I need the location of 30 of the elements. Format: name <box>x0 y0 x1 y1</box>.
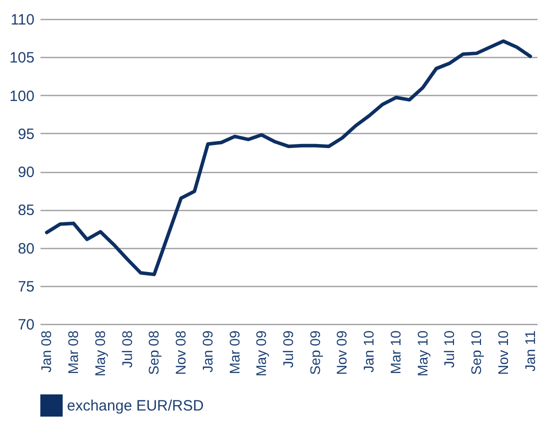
x-tick-label: Jan 10 <box>360 330 377 373</box>
x-tick-label: Jul 10 <box>441 330 458 368</box>
y-tick-label: 95 <box>18 126 34 143</box>
y-tick-label: 70 <box>18 316 34 334</box>
line-series <box>44 39 532 276</box>
y-tick-label: 85 <box>18 202 34 220</box>
x-tick-label: Mar 08 <box>65 330 82 374</box>
x-tick-label: Mar 09 <box>226 330 242 374</box>
y-tick-label: 105 <box>9 50 34 67</box>
x-tick-label: Jul 09 <box>280 330 296 368</box>
y-tick-label: 100 <box>9 88 34 105</box>
y-tick-label: 75 <box>18 278 34 296</box>
y-tick-label: 110 <box>10 12 34 28</box>
legend-label: exchange EUR/RSD <box>67 398 204 414</box>
x-tick-label: Jan 08 <box>38 330 54 373</box>
x-tick-label: May 10 <box>414 330 430 376</box>
x-tick-label: Sep 10 <box>468 330 484 375</box>
y-tick-label: 80 <box>18 240 34 258</box>
y-tick-label: 90 <box>18 164 34 181</box>
x-tick-label: Mar 10 <box>387 330 404 374</box>
x-tick-label: May 08 <box>92 330 108 376</box>
x-tick-label: May 09 <box>253 330 270 376</box>
x-tick-label: Sep 09 <box>306 330 323 375</box>
x-tick-label: Jan 09 <box>199 330 216 373</box>
x-tick-label: Jul 08 <box>118 330 135 368</box>
x-tick-label: Nov 09 <box>334 330 350 375</box>
x-tick-label: Nov 10 <box>494 330 511 375</box>
x-tick-label: Nov 08 <box>172 330 189 375</box>
x-tick-label: Sep 08 <box>146 330 162 375</box>
x-tick-label: Jan 11 <box>522 330 538 372</box>
